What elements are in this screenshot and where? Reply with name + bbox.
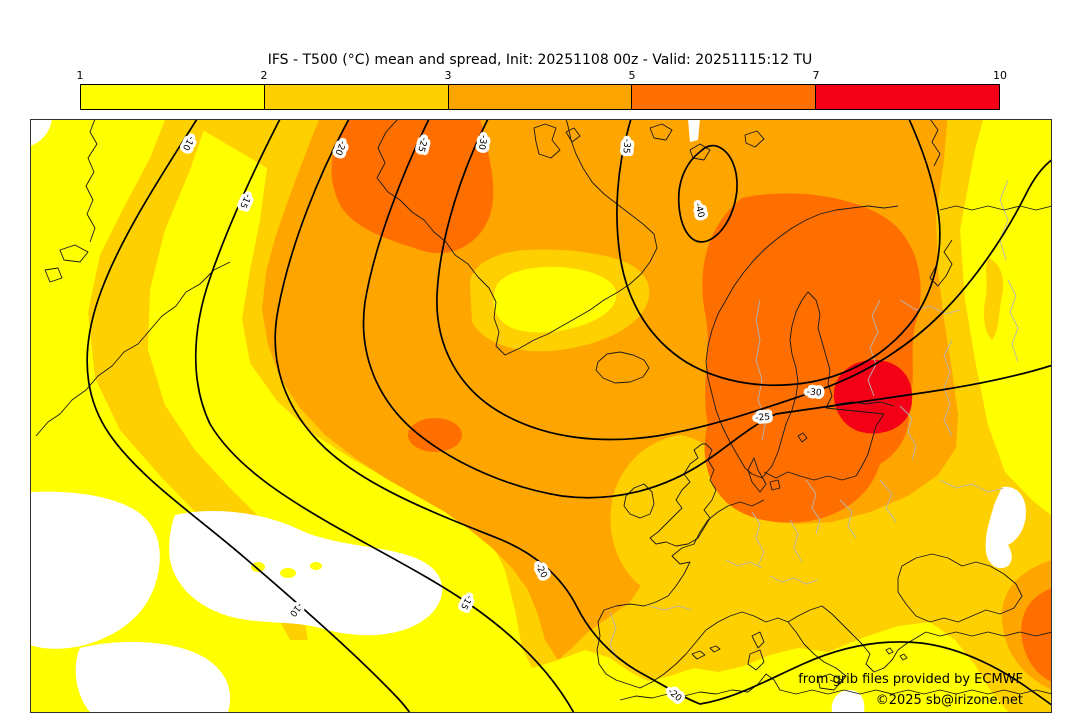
spread-fill-greenland-yellow [493,266,617,333]
colorbar-segment-7-10 [815,85,999,109]
spread-fill-5-7 [331,119,1052,682]
colorbar-segment-1-2 [81,85,264,109]
country-borders [609,179,1019,659]
attribution-copyright: ©2025 sb@irizone.net [876,693,1023,708]
spread-colorbar [80,84,1000,110]
contour-minus-40 [677,144,738,243]
page-title: IFS - T500 (°C) mean and spread, Init: 2… [267,52,813,68]
contour-minus-15 [194,119,575,713]
colorbar-segment-3-5 [447,85,632,109]
contour-minus-10 [86,119,411,713]
colorbar-tick-7: 7 [812,69,820,82]
contour-minus-30 [436,119,1052,441]
colorbar-segment-5-7 [631,85,816,109]
temperature-contours [86,119,1052,713]
attribution-source: from grib files provided by ECMWF [798,672,1023,687]
colorbar-tick-10: 10 [993,69,1007,82]
contour-label: -35 [620,138,631,154]
contour-minus-25 [362,119,1052,499]
spread-fill-7-10 [833,359,913,434]
colorbar-tick-3: 3 [444,69,452,82]
map-frame [30,119,1052,713]
colorbar-segment-2-3 [263,85,448,109]
contour-minus-35 [616,119,941,387]
colorbar-tick-1: 1 [76,69,84,82]
colorbar-tick-2: 2 [260,69,268,82]
contour-minus-20 [274,119,1052,707]
contour-label: -25 [755,412,771,423]
colorbar-tick-5: 5 [628,69,636,82]
spread-fill-below-1 [30,119,1026,712]
contour-label: -30 [806,387,822,398]
